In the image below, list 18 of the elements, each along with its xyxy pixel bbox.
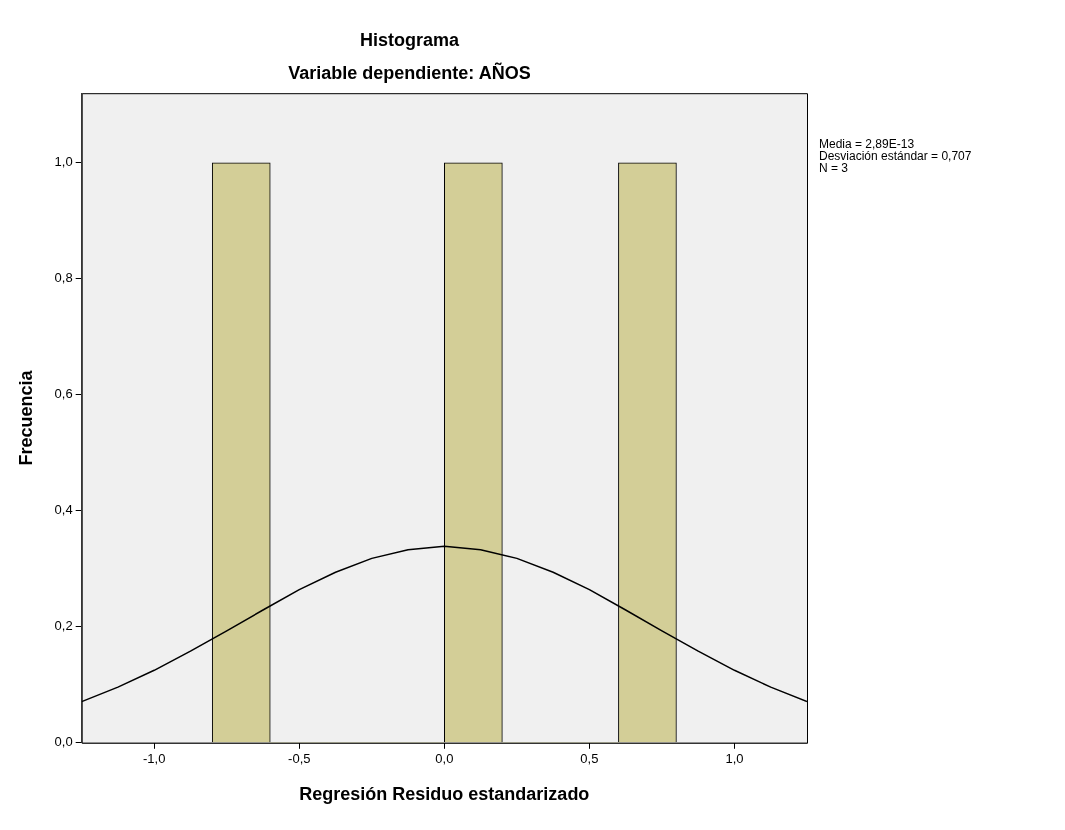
y-tick-label: 0,0 — [54, 734, 73, 750]
text: Media = 2,89E-13 — [819, 136, 915, 151]
chart-subtitle: Variable dependiente: AÑOS — [288, 62, 531, 84]
text: N = 3 — [819, 160, 849, 175]
y-tick-label: 0,4 — [54, 502, 73, 518]
y-tick-label: 0,6 — [54, 386, 73, 402]
x-tick-label: -0,5 — [288, 751, 311, 767]
x-tick-label: 1,0 — [725, 751, 744, 767]
x-tick-label: -1,0 — [143, 751, 166, 767]
y-tick-label: 0,8 — [54, 270, 73, 286]
x-tick-label: 0,0 — [435, 751, 454, 767]
y-tick-label: 1,0 — [54, 154, 73, 170]
text: Desviación estándar = 0,707 — [819, 148, 972, 163]
y-tick-label: 0,2 — [54, 618, 73, 634]
x-tick-label: 0,5 — [580, 751, 599, 767]
chart-title: Histograma — [359, 29, 460, 50]
y-axis-title: Frecuencia — [15, 369, 36, 466]
x-axis-title: Regresión Residuo estandarizado — [299, 784, 590, 805]
